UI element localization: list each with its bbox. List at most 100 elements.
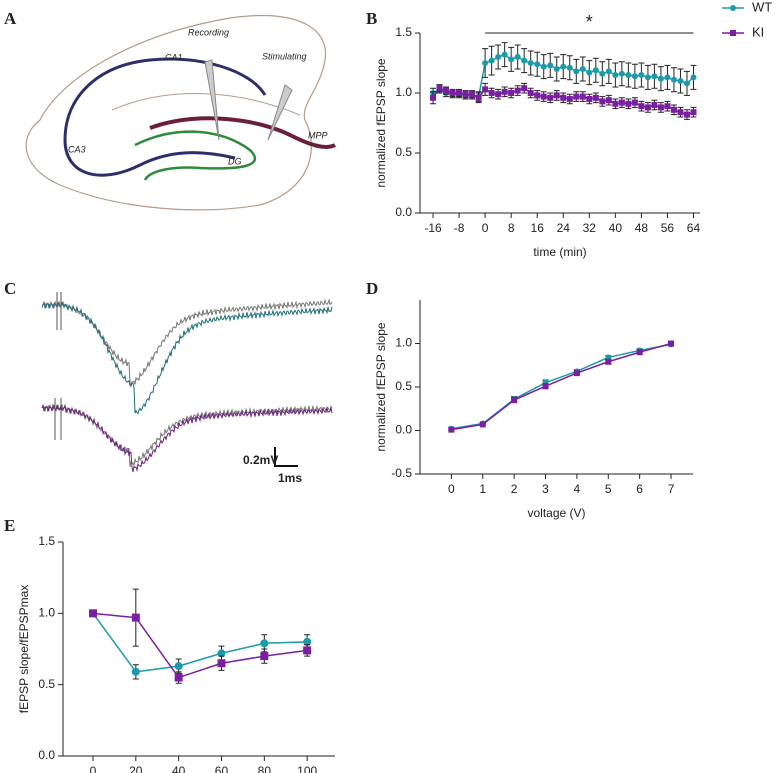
marker [599, 98, 606, 105]
marker [534, 61, 541, 68]
marker [448, 426, 455, 433]
marker [482, 86, 489, 93]
x-tick-label: 2 [511, 482, 518, 496]
y-tick-label: 0.5 [395, 145, 412, 159]
ca-layer [63, 57, 267, 177]
x-tick-label: 24 [557, 221, 571, 235]
x-tick-label: 40 [609, 221, 623, 235]
marker [495, 91, 502, 98]
x-tick-label: 100 [297, 764, 317, 773]
marker [88, 609, 97, 618]
marker [605, 358, 612, 365]
marker [566, 64, 573, 71]
marker [664, 103, 671, 110]
y-axis-label: fEPSP slope/fEPSPmax [17, 585, 31, 714]
marker [521, 85, 528, 92]
marker [547, 62, 554, 69]
y-tick-label: 1.5 [38, 534, 55, 548]
y-tick-label: 0.0 [395, 423, 412, 437]
marker [683, 111, 690, 118]
diagram-label: Recording [188, 27, 229, 37]
diagram-label: Stimulating [262, 51, 307, 61]
x-tick-label: 40 [172, 764, 186, 773]
marker [174, 673, 183, 682]
marker [436, 85, 443, 92]
recording-electrode [204, 59, 220, 141]
marker [217, 649, 226, 658]
marker [677, 109, 684, 116]
marker [534, 92, 541, 99]
legend-label: KI [752, 24, 764, 39]
marker [625, 100, 632, 107]
significance-label: * [586, 12, 593, 32]
marker [260, 652, 269, 661]
marker [605, 97, 612, 104]
x-tick-label: 80 [258, 764, 272, 773]
y-axis-label: normalized fEPSP slope [374, 322, 388, 452]
y-axis-label: normalized fEPSP slope [374, 58, 388, 188]
marker [475, 94, 482, 101]
marker [657, 104, 664, 111]
marker [560, 94, 567, 101]
marker [573, 93, 580, 100]
marker [449, 90, 456, 96]
marker [217, 659, 226, 668]
marker [514, 87, 521, 94]
marker [664, 74, 671, 81]
marker [651, 73, 658, 80]
x-tick-label: 60 [215, 764, 229, 773]
marker [260, 639, 269, 648]
x-tick-label: 3 [542, 482, 549, 496]
diagram-label: CA3 [68, 144, 86, 154]
marker [553, 92, 560, 99]
diagram-label: DG [228, 156, 242, 166]
marker [495, 54, 502, 60]
marker [479, 421, 486, 428]
x-tick-label: 0 [90, 764, 97, 773]
series-line [451, 343, 672, 430]
marker [573, 68, 580, 75]
hippocampus-diagram: CA1 CA3 DG MPP Recording Stimulating [25, 14, 336, 211]
panel-label: A [4, 9, 17, 28]
marker [566, 96, 573, 102]
trace [41, 403, 333, 468]
marker [542, 383, 549, 390]
marker [488, 90, 495, 96]
series-line [92, 612, 308, 679]
marker [618, 99, 625, 106]
panel-label: C [4, 279, 16, 298]
y-tick-label: 1.0 [395, 336, 412, 350]
marker [636, 349, 643, 356]
x-tick-label: 1 [479, 482, 486, 496]
diagram-label: CA1 [165, 52, 183, 62]
x-axis-label: time (min) [533, 245, 586, 259]
marker [586, 69, 593, 76]
mpp [149, 116, 336, 149]
marker [508, 90, 515, 96]
marker [638, 103, 645, 110]
marker [644, 74, 651, 81]
marker [527, 60, 534, 66]
y-tick-label: -0.5 [391, 466, 412, 480]
marker [592, 94, 599, 101]
marker [469, 91, 476, 98]
marker [612, 72, 619, 78]
y-tick-label: 0.0 [395, 205, 412, 219]
series-line [92, 612, 308, 673]
marker [547, 94, 554, 101]
marker [508, 56, 515, 63]
x-axis-label: voltage (V) [527, 506, 585, 520]
marker [586, 96, 593, 102]
marker [690, 74, 697, 81]
marker [579, 66, 586, 72]
outline [25, 14, 327, 211]
panel-label: B [366, 9, 377, 28]
marker [456, 90, 463, 96]
marker [527, 90, 534, 96]
series-line [451, 342, 672, 431]
marker [501, 51, 508, 58]
x-tick-label: 56 [661, 221, 675, 235]
marker [668, 340, 675, 347]
panel-label: E [4, 516, 15, 535]
panel-label: D [366, 279, 378, 298]
